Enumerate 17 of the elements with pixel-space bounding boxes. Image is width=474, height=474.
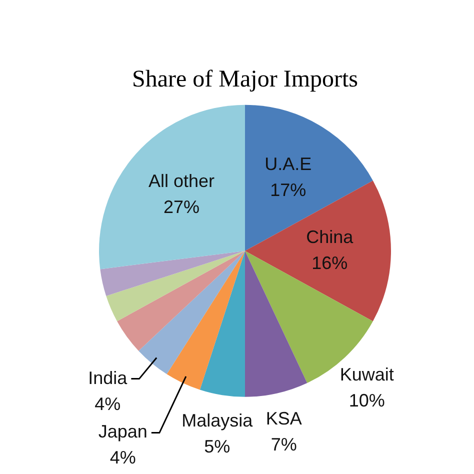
slice-label: KSA [266, 408, 302, 429]
slice-label: Japan [98, 422, 148, 442]
chart-title: Share of Major Imports [132, 66, 358, 93]
slice-label: U.A.E [264, 154, 312, 174]
slice-label: All other [148, 170, 215, 191]
slice-label: Kuwait [340, 364, 394, 385]
slice-label: China [306, 226, 354, 247]
data-label: 4% [94, 394, 121, 414]
data-label: 17% [270, 180, 306, 200]
data-label: 5% [204, 436, 230, 457]
slice-label: Malaysia [182, 410, 254, 431]
slice-label: India [88, 368, 128, 388]
data-label: 27% [163, 196, 200, 217]
data-label: 4% [110, 448, 136, 468]
data-label: 10% [348, 390, 385, 411]
data-label: 7% [270, 434, 297, 455]
data-label: 16% [312, 252, 348, 273]
